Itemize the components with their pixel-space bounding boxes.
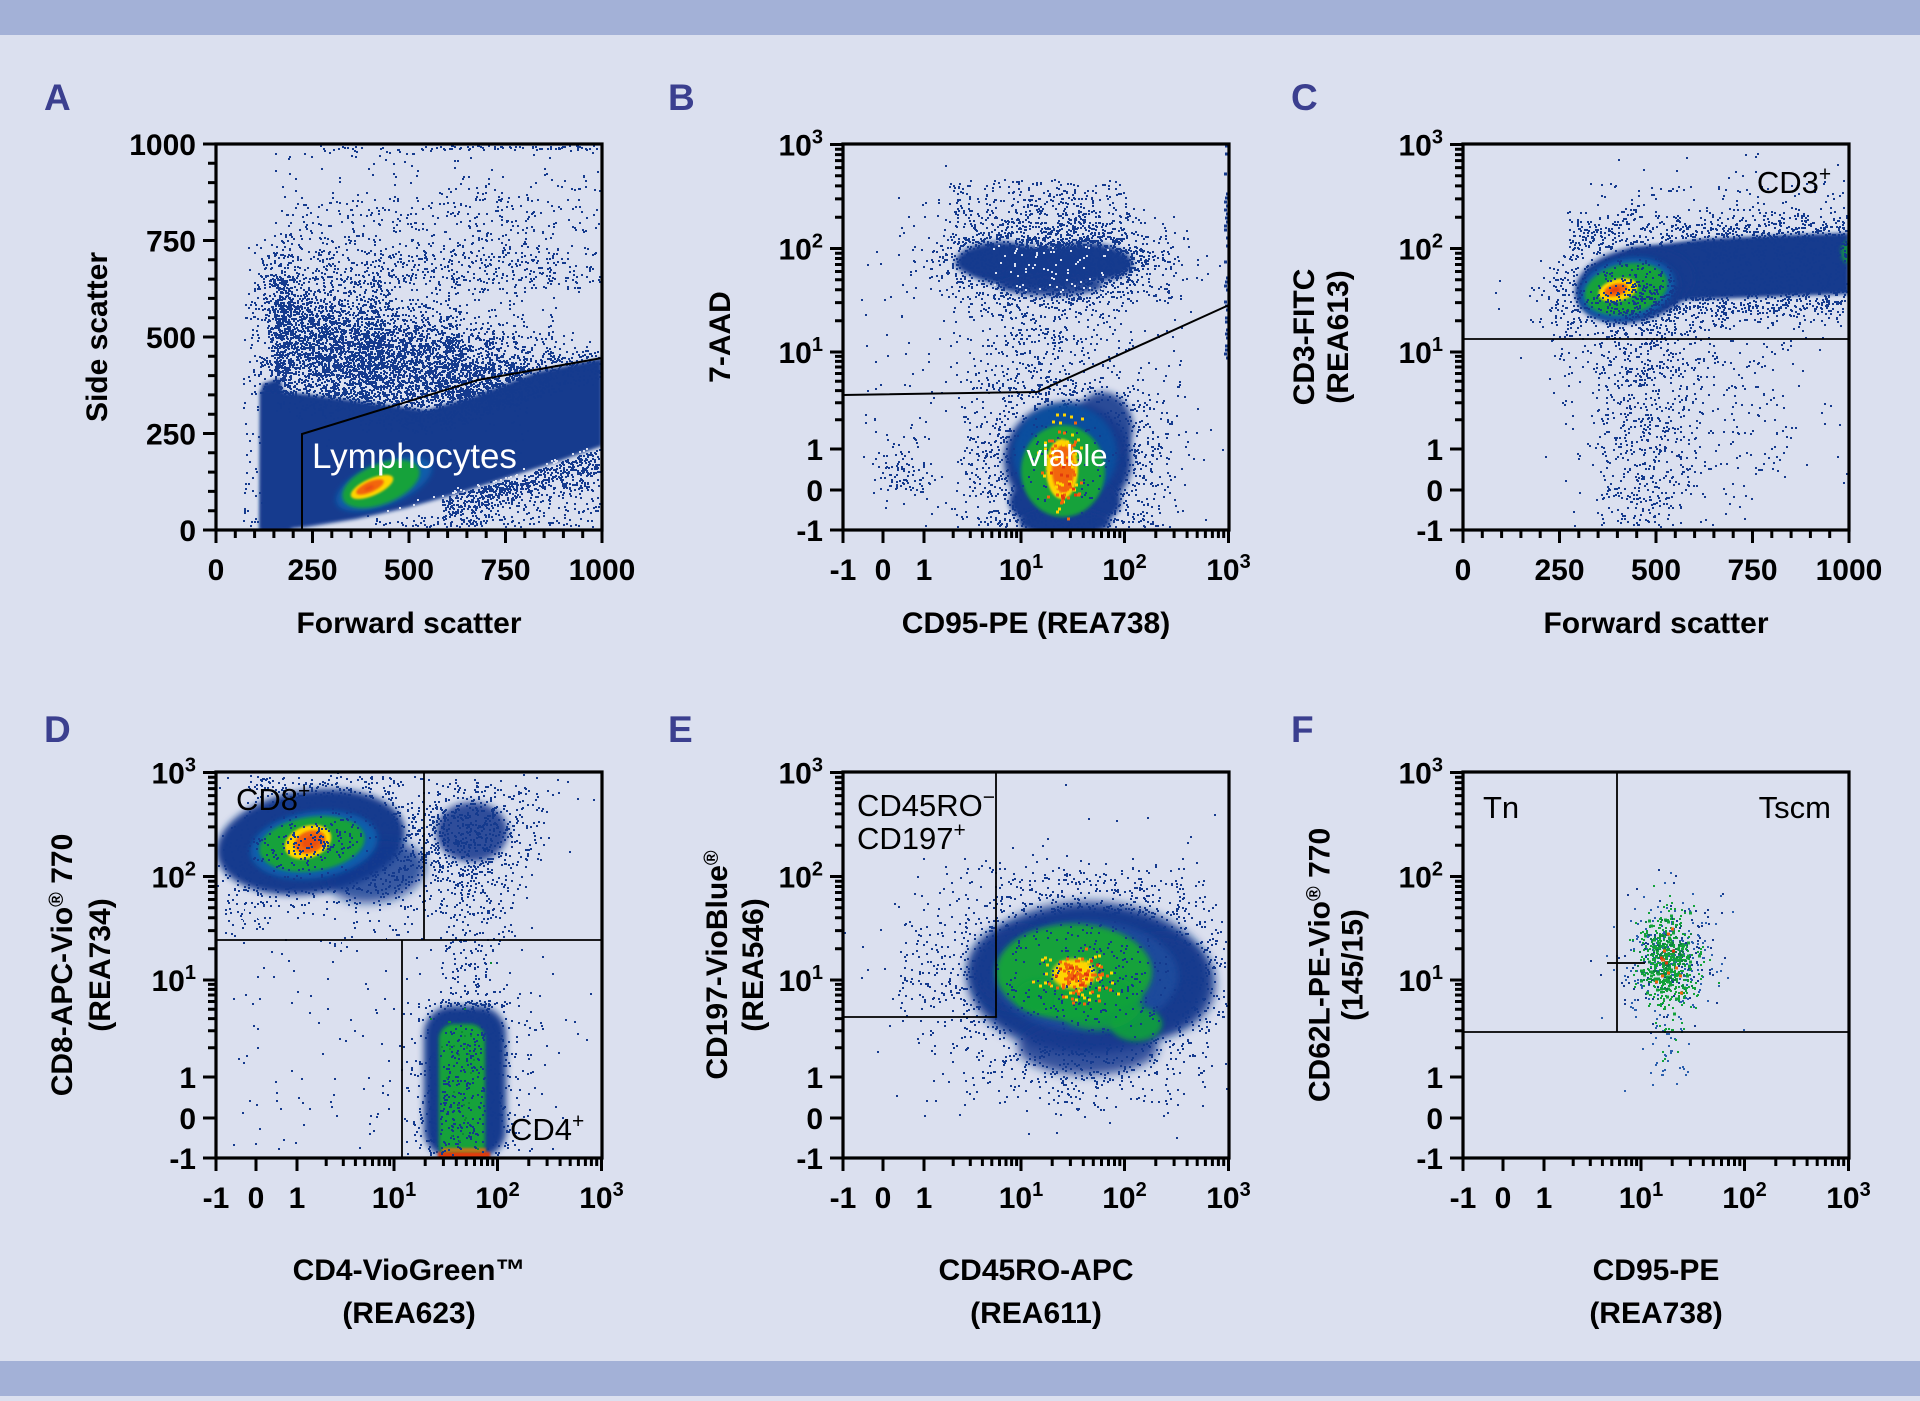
svg-text:750: 750: [480, 554, 530, 587]
svg-text:102: 102: [152, 859, 197, 895]
svg-text:Lymphocytes: Lymphocytes: [312, 437, 517, 476]
svg-text:101: 101: [779, 334, 824, 370]
svg-text:-1: -1: [796, 1143, 823, 1176]
svg-text:0: 0: [806, 475, 823, 508]
svg-text:7-AAD: 7-AAD: [704, 291, 737, 383]
svg-text:Tn: Tn: [1483, 790, 1519, 825]
svg-text:CD4-VioGreen™: CD4-VioGreen™: [293, 1254, 526, 1287]
svg-text:500: 500: [384, 554, 434, 587]
svg-text:CD4+: CD4+: [510, 1110, 584, 1147]
svg-text:-1: -1: [1450, 1182, 1477, 1215]
svg-text:-1: -1: [1416, 1143, 1443, 1176]
svg-text:F: F: [1291, 709, 1314, 750]
svg-text:0: 0: [179, 1103, 196, 1136]
svg-text:D: D: [44, 709, 71, 750]
svg-text:CD8+: CD8+: [236, 780, 310, 817]
svg-text:CD3-FITC: CD3-FITC: [1288, 269, 1321, 406]
svg-text:1: 1: [916, 1182, 933, 1215]
svg-text:Tscm: Tscm: [1759, 790, 1831, 825]
svg-text:Forward scatter: Forward scatter: [1543, 607, 1768, 640]
svg-text:1000: 1000: [129, 129, 196, 162]
svg-text:0: 0: [806, 1103, 823, 1136]
svg-text:CD95-PE: CD95-PE: [1593, 1254, 1720, 1287]
svg-text:A: A: [44, 77, 71, 118]
svg-text:-1: -1: [1416, 515, 1443, 548]
svg-text:Forward scatter: Forward scatter: [296, 607, 521, 640]
svg-text:0: 0: [875, 1182, 892, 1215]
svg-text:CD3+: CD3+: [1757, 163, 1831, 200]
svg-text:C: C: [1291, 77, 1318, 118]
svg-text:1: 1: [916, 554, 933, 587]
svg-text:CD197+: CD197+: [857, 819, 966, 856]
svg-text:-1: -1: [169, 1143, 196, 1176]
svg-text:1: 1: [179, 1062, 196, 1095]
svg-text:750: 750: [1727, 554, 1777, 587]
svg-text:E: E: [668, 709, 693, 750]
svg-text:CD197-VioBlue®: CD197-VioBlue®: [701, 850, 734, 1080]
svg-text:CD45RO−: CD45RO−: [857, 786, 995, 823]
svg-text:-1: -1: [830, 1182, 857, 1215]
svg-text:(REA613): (REA613): [1322, 270, 1355, 403]
svg-text:0: 0: [208, 554, 225, 587]
svg-text:0: 0: [248, 1182, 265, 1215]
svg-text:B: B: [668, 77, 695, 118]
svg-text:CD62L-PE-Vio® 770: CD62L-PE-Vio® 770: [1304, 828, 1337, 1102]
svg-text:CD95-PE (REA738): CD95-PE (REA738): [902, 607, 1170, 640]
svg-text:250: 250: [287, 554, 337, 587]
svg-text:-1: -1: [203, 1182, 230, 1215]
svg-text:(REA611): (REA611): [970, 1297, 1102, 1330]
svg-text:CD8-APC-Vio® 770: CD8-APC-Vio® 770: [46, 834, 79, 1097]
svg-text:1: 1: [1536, 1182, 1553, 1215]
svg-text:-1: -1: [796, 515, 823, 548]
svg-text:1: 1: [1426, 434, 1443, 467]
svg-text:102: 102: [1102, 551, 1147, 587]
svg-text:(REA546): (REA546): [737, 898, 770, 1031]
svg-text:(REA623): (REA623): [342, 1297, 475, 1330]
svg-text:1000: 1000: [1816, 554, 1883, 587]
svg-text:(REA738): (REA738): [1589, 1297, 1722, 1330]
svg-text:750: 750: [146, 226, 196, 259]
svg-text:500: 500: [146, 322, 196, 355]
svg-text:500: 500: [1631, 554, 1681, 587]
svg-text:1000: 1000: [569, 554, 636, 587]
svg-text:0: 0: [1426, 1103, 1443, 1136]
svg-text:0: 0: [875, 554, 892, 587]
svg-text:0: 0: [1426, 475, 1443, 508]
svg-text:CD45RO-APC: CD45RO-APC: [938, 1254, 1133, 1287]
svg-text:1: 1: [289, 1182, 306, 1215]
svg-text:(REA734): (REA734): [84, 898, 117, 1031]
svg-text:0: 0: [1495, 1182, 1512, 1215]
svg-text:250: 250: [1534, 554, 1584, 587]
svg-text:250: 250: [146, 419, 196, 452]
svg-text:viable: viable: [1027, 438, 1108, 473]
svg-text:0: 0: [179, 515, 196, 548]
svg-text:1: 1: [1426, 1062, 1443, 1095]
svg-text:(145/15): (145/15): [1337, 909, 1370, 1021]
svg-text:1: 1: [806, 434, 823, 467]
svg-text:1: 1: [806, 1062, 823, 1095]
svg-text:Side scatter: Side scatter: [81, 252, 114, 422]
svg-text:-1: -1: [830, 554, 857, 587]
svg-text:0: 0: [1455, 554, 1472, 587]
svg-text:103: 103: [779, 755, 824, 791]
svg-text:102: 102: [779, 859, 824, 895]
